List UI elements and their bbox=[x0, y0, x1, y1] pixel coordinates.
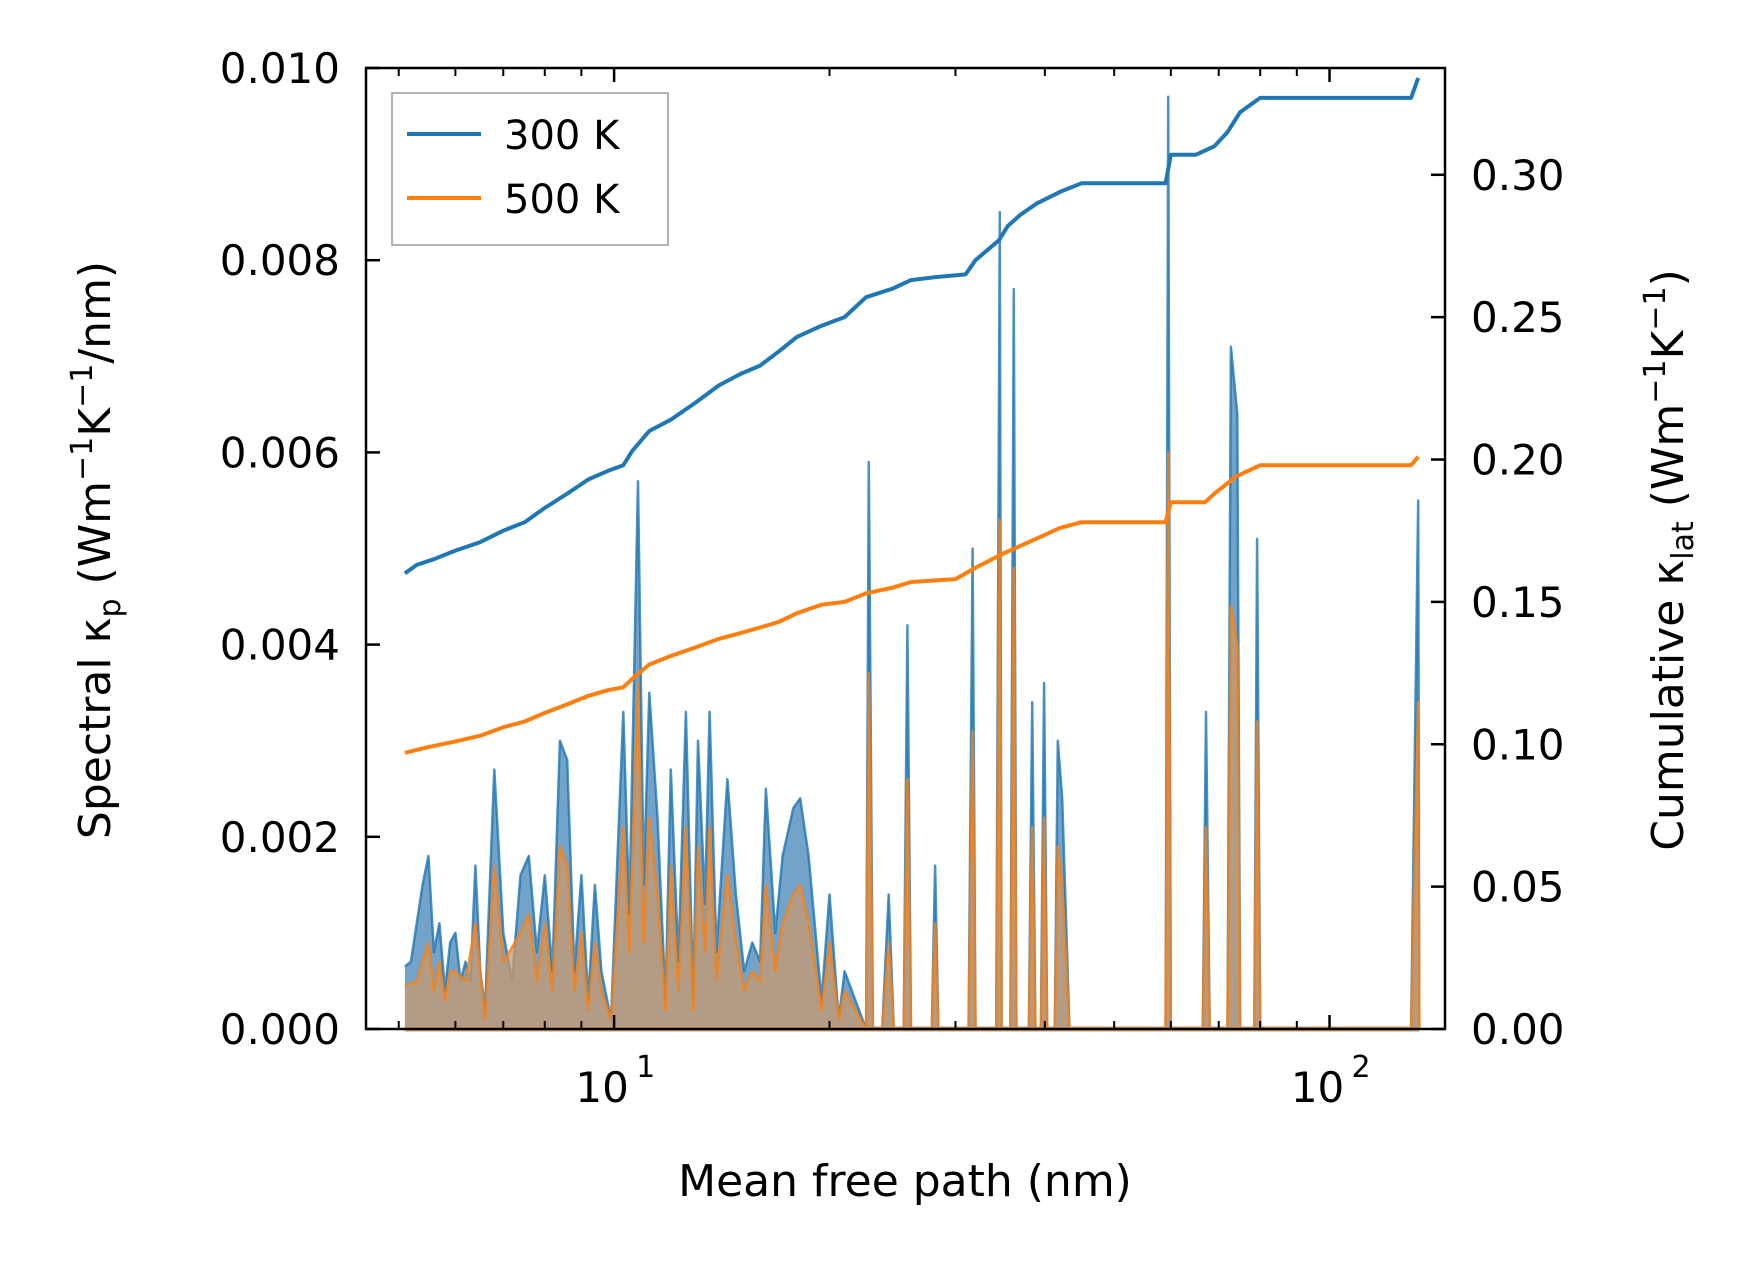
x-tick-label-exponent: 2 bbox=[1352, 1050, 1371, 1085]
y-left-tick-label: 0.008 bbox=[220, 236, 340, 285]
legend: 300 K 500 K bbox=[391, 92, 669, 246]
y-right-tick-label: 0.05 bbox=[1471, 863, 1565, 912]
cumulative-line-500k bbox=[404, 455, 1420, 755]
y-right-tick-label: 0.15 bbox=[1471, 578, 1565, 627]
y-left-label-end: /nm) bbox=[70, 261, 121, 364]
y-axis-left-label: Spectral κp (Wm−1K−1/nm) bbox=[65, 261, 128, 839]
y-left-label-sub: p bbox=[93, 598, 128, 617]
y-right-label-mid: K bbox=[1643, 329, 1694, 359]
cumulative-line-layer bbox=[403, 77, 1421, 755]
y-right-tick-label: 0.30 bbox=[1471, 151, 1565, 200]
y-axis-right-label: Cumulative κlat (Wm−1K−1) bbox=[1638, 269, 1701, 851]
x-tick-label-exponent: 1 bbox=[636, 1050, 655, 1085]
y-left-label-sup1: −1 bbox=[65, 437, 100, 481]
axes-frame bbox=[364, 66, 1447, 1031]
y-left-tick-label: 0.006 bbox=[220, 428, 340, 477]
legend-label-500k: 500 K bbox=[504, 177, 621, 223]
spectral-outline-300k bbox=[404, 95, 1421, 1031]
y-left-tick-label: 0.010 bbox=[220, 44, 340, 93]
y-left-label-sup2: −1 bbox=[65, 364, 100, 408]
y-right-label-sub: lat bbox=[1666, 521, 1701, 560]
y-left-label-rest: (Wm bbox=[70, 481, 121, 599]
y-right-tick-label: 0.25 bbox=[1471, 293, 1565, 342]
y-left-label-main: Spectral κ bbox=[70, 618, 121, 840]
y-right-label-sup2: −1 bbox=[1638, 286, 1673, 330]
y-right-label-end: ) bbox=[1643, 269, 1694, 286]
x-tick-label: 10 bbox=[1291, 1063, 1344, 1112]
x-tick-label: 10 bbox=[575, 1063, 628, 1112]
legend-label-300k: 300 K bbox=[504, 113, 621, 159]
y-right-tick-label: 0.10 bbox=[1471, 720, 1565, 769]
y-right-tick-label: 0.20 bbox=[1471, 436, 1565, 485]
y-left-tick-label: 0.002 bbox=[220, 813, 340, 862]
tick-layer: 0.000 0.002 0.004 0.006 0.008 0.010 0.00 0.05 0.… bbox=[220, 44, 1565, 1112]
legend-box bbox=[391, 92, 669, 246]
spectral-outline-500k bbox=[404, 451, 1421, 1031]
y-right-label-sup1: −1 bbox=[1638, 359, 1673, 403]
y-left-label-mid: K bbox=[70, 407, 121, 437]
cumulative-line-300k bbox=[403, 77, 1421, 576]
spectral-area-500k bbox=[404, 452, 1420, 1029]
x-axis-label: Mean free path (nm) bbox=[678, 1156, 1132, 1207]
y-left-tick-label: 0.004 bbox=[220, 621, 340, 670]
y-right-label-main: Cumulative κ bbox=[1643, 560, 1694, 851]
y-left-tick-label: 0.000 bbox=[220, 1005, 340, 1054]
y-right-label-rest: (Wm bbox=[1643, 404, 1694, 522]
y-right-tick-label: 0.00 bbox=[1471, 1005, 1565, 1054]
